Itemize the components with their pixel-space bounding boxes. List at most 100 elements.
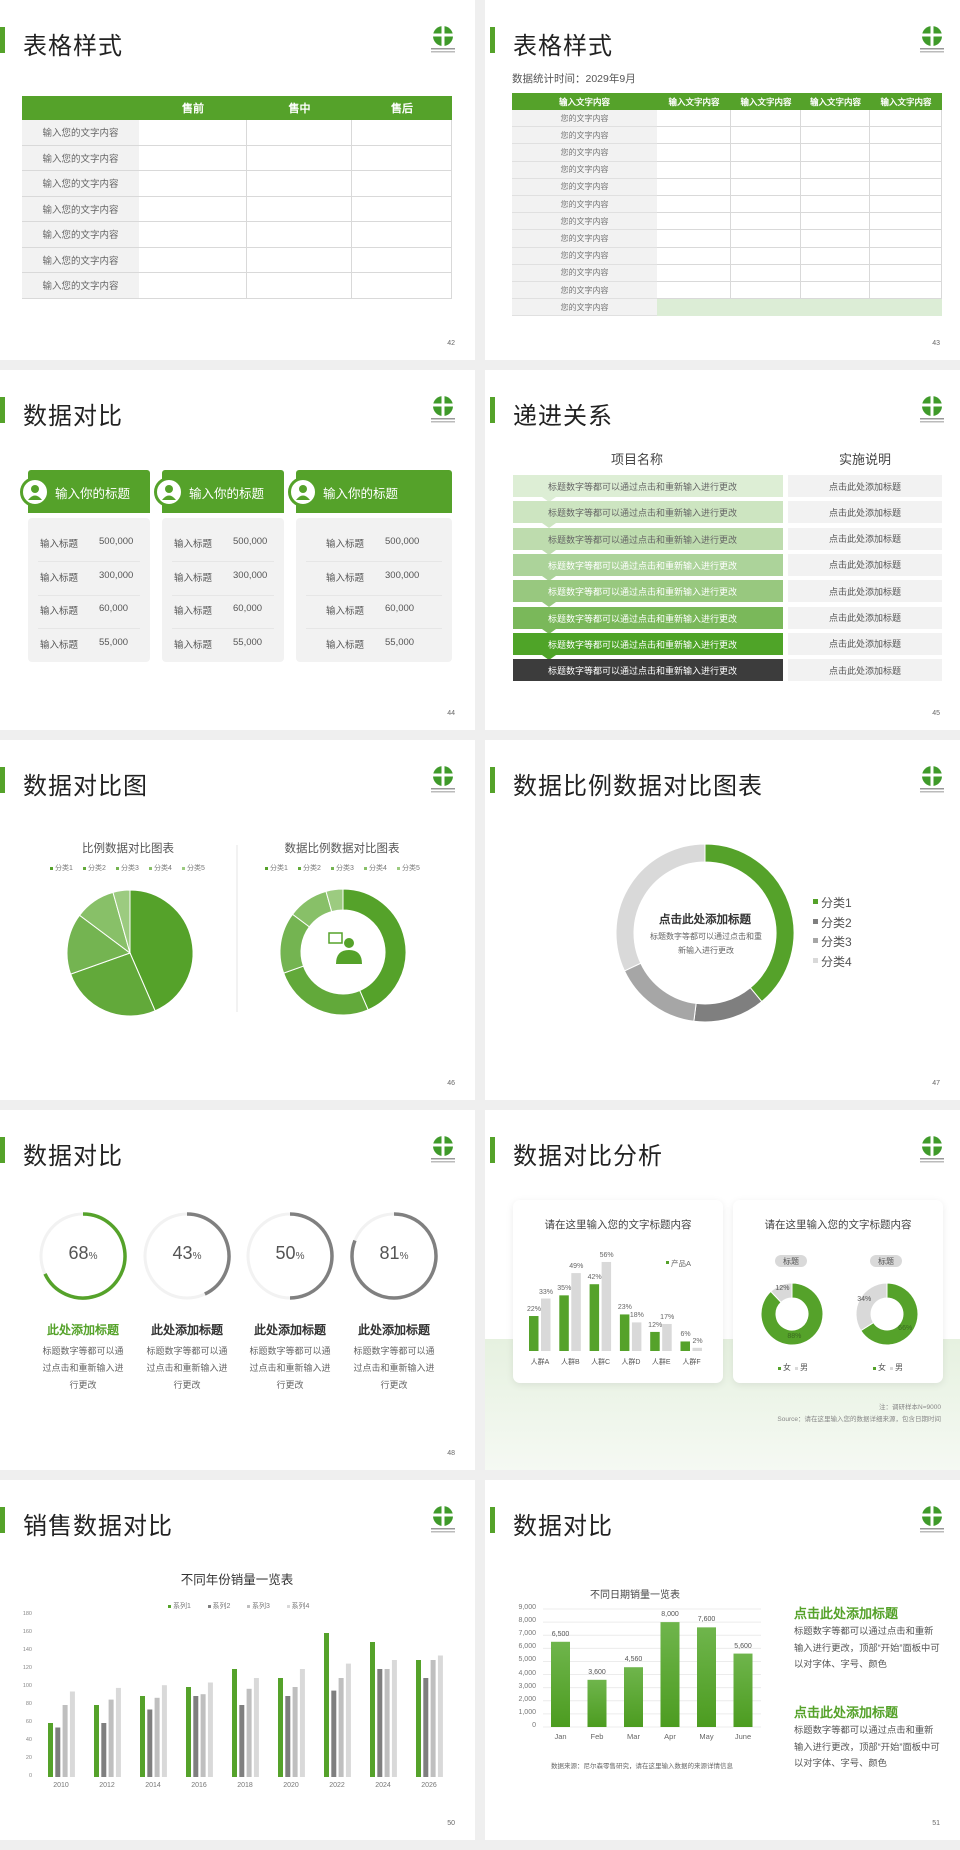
table-cell[interactable] [247, 196, 352, 222]
table-cell[interactable] [139, 171, 247, 197]
table-cell[interactable] [731, 230, 801, 248]
bar-value-label: 22% [526, 1306, 541, 1314]
step-row[interactable] [513, 501, 783, 524]
table-cell[interactable] [139, 145, 247, 171]
table-cell[interactable] [352, 171, 452, 197]
bar-系列1 [94, 1705, 99, 1777]
table-cell[interactable] [801, 161, 870, 179]
table-cell[interactable] [657, 196, 731, 214]
table-cell[interactable] [731, 178, 801, 196]
table-cell[interactable] [731, 247, 801, 265]
title-accent-bar [0, 1507, 5, 1533]
table-cell[interactable] [657, 161, 731, 179]
table-cell[interactable] [352, 247, 452, 273]
highlight-row-cell[interactable] [657, 299, 942, 317]
table-cell[interactable] [801, 178, 870, 196]
step-row[interactable] [513, 606, 783, 629]
table-cell[interactable] [657, 178, 731, 196]
page-number: 43 [932, 340, 940, 347]
step-row[interactable] [513, 580, 783, 603]
table-cell[interactable] [801, 213, 870, 231]
table-cell[interactable] [657, 230, 731, 248]
table-cell[interactable] [247, 145, 352, 171]
table-cell[interactable] [731, 161, 801, 179]
table-cell[interactable] [801, 196, 870, 214]
table-cell[interactable] [870, 110, 942, 128]
table-cell[interactable] [657, 144, 731, 162]
table-cell[interactable] [352, 273, 452, 299]
step-note[interactable]: 点击此处添加标题 [788, 475, 942, 497]
table-cell[interactable] [801, 247, 870, 265]
table-cell[interactable] [352, 222, 452, 248]
table-cell[interactable] [870, 178, 942, 196]
step-row[interactable] [513, 659, 783, 682]
table-cell[interactable] [870, 127, 942, 145]
table-cell[interactable] [870, 196, 942, 214]
table-cell[interactable] [657, 127, 731, 145]
table-cell[interactable] [870, 264, 942, 282]
table-cell[interactable] [731, 264, 801, 282]
table-cell[interactable] [731, 127, 801, 145]
table-cell[interactable] [352, 196, 452, 222]
table-cell[interactable] [139, 247, 247, 273]
table-cell[interactable] [801, 144, 870, 162]
table-cell[interactable] [870, 230, 942, 248]
step-row[interactable] [513, 632, 783, 655]
step-note[interactable]: 点击此处添加标题 [788, 553, 942, 576]
table-cell[interactable] [801, 282, 870, 300]
step-note[interactable]: 点击此处添加标题 [788, 501, 942, 524]
table-cell[interactable] [801, 230, 870, 248]
table-cell[interactable] [731, 213, 801, 231]
row-value: 60,000 [99, 603, 129, 615]
table-cell[interactable] [247, 273, 352, 299]
table-cell[interactable] [801, 110, 870, 128]
table-cell[interactable] [870, 144, 942, 162]
slide-title: 递进关系 [513, 403, 613, 430]
percent-value: 68% [43, 1243, 123, 1264]
bar-系列2 [147, 1709, 153, 1777]
logo-icon [431, 766, 455, 793]
bar-系列3 [384, 1669, 390, 1777]
table-cell[interactable] [731, 110, 801, 128]
step-note[interactable]: 点击此处添加标题 [788, 659, 942, 682]
step-note[interactable]: 点击此处添加标题 [788, 632, 942, 655]
table-cell[interactable] [870, 247, 942, 265]
step-row[interactable] [513, 527, 783, 550]
table-cell[interactable] [352, 145, 452, 171]
row-label: 您的文字内容 [512, 196, 657, 214]
card-body [28, 518, 150, 662]
table-cell[interactable] [801, 264, 870, 282]
table-cell[interactable] [352, 120, 452, 146]
table-cell[interactable] [247, 171, 352, 197]
table-cell[interactable] [870, 161, 942, 179]
step-note[interactable]: 点击此处添加标题 [788, 580, 942, 603]
logo-cross [433, 33, 453, 37]
row-value: 300,000 [385, 569, 420, 581]
title-accent-bar [0, 397, 5, 423]
table-cell[interactable] [657, 282, 731, 300]
step-row[interactable] [513, 475, 783, 497]
table-cell[interactable] [657, 264, 731, 282]
table-cell[interactable] [870, 213, 942, 231]
table-cell[interactable] [247, 120, 352, 146]
table-cell[interactable] [247, 247, 352, 273]
step-note[interactable]: 点击此处添加标题 [788, 606, 942, 629]
table-cell[interactable] [870, 282, 942, 300]
step-row[interactable] [513, 553, 783, 576]
table-cell[interactable] [139, 273, 247, 299]
table-cell[interactable] [731, 282, 801, 300]
table-cell[interactable] [139, 120, 247, 146]
table-cell[interactable] [801, 127, 870, 145]
table-cell[interactable] [139, 222, 247, 248]
table-cell[interactable] [657, 213, 731, 231]
step-note[interactable]: 点击此处添加标题 [788, 527, 942, 550]
row-label: 您的文字内容 [512, 299, 657, 317]
table-cell[interactable] [657, 247, 731, 265]
percent-number: 50 [275, 1243, 296, 1263]
table-cell[interactable] [247, 222, 352, 248]
table-cell[interactable] [731, 144, 801, 162]
table-cell[interactable] [657, 110, 731, 128]
table-cell[interactable] [731, 196, 801, 214]
row-label: 您的文字内容 [512, 127, 657, 145]
table-cell[interactable] [139, 196, 247, 222]
